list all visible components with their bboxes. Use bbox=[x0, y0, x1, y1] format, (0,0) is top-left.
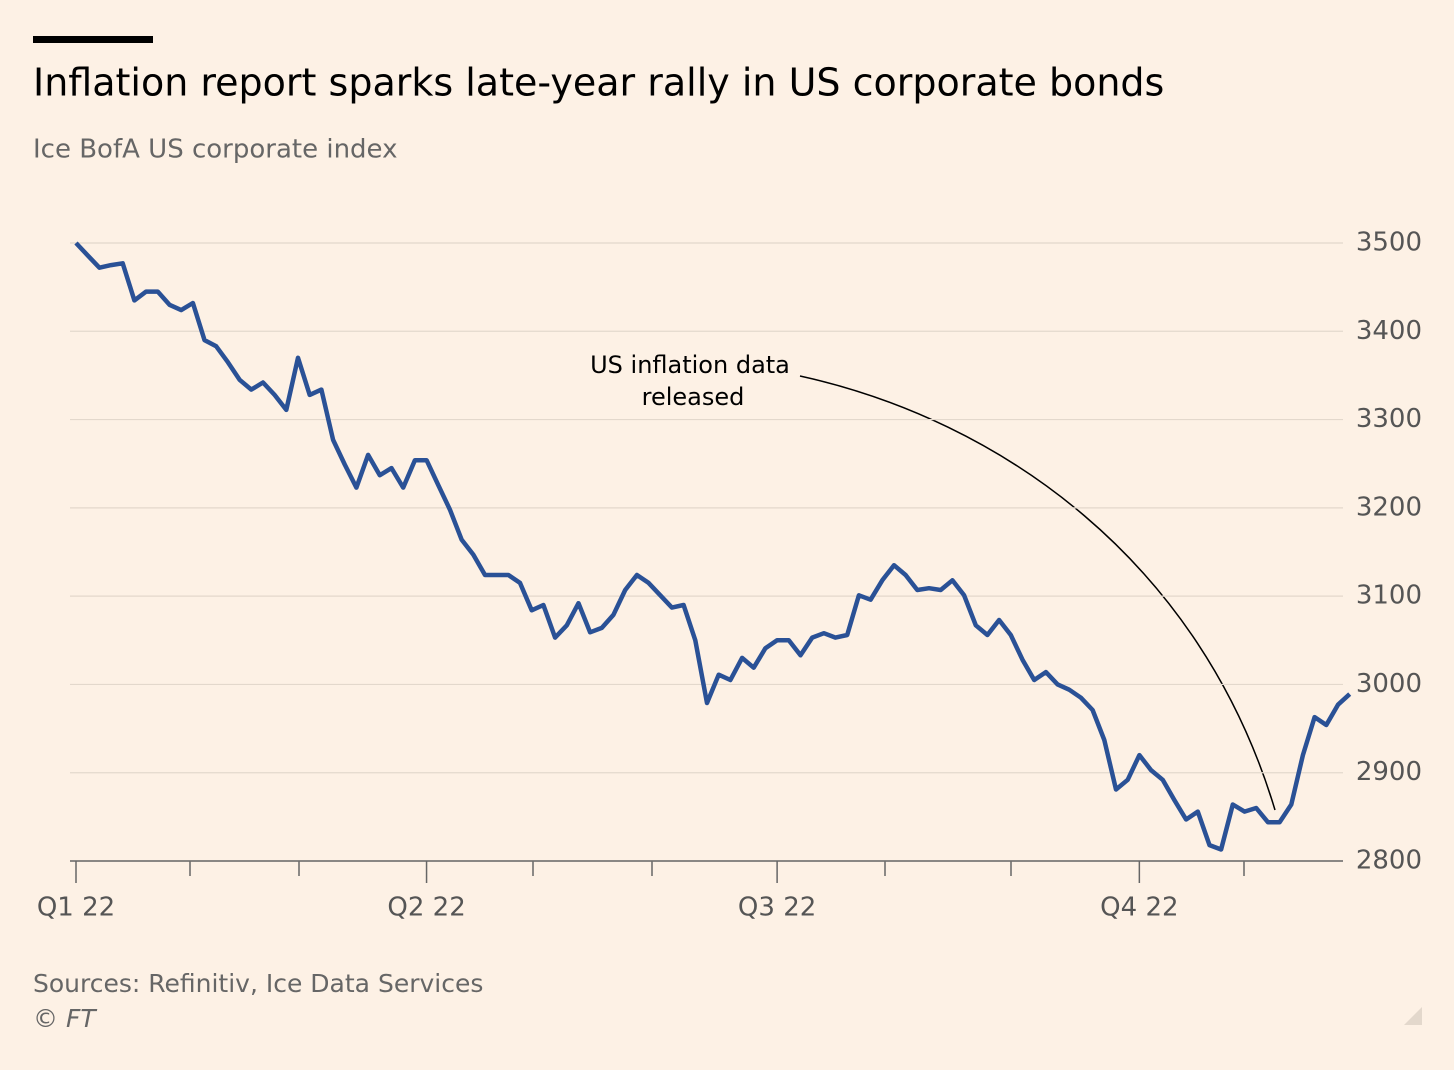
minor-ticks bbox=[189, 861, 1245, 876]
y-tick-label: 3400 bbox=[1356, 316, 1422, 346]
y-tick-label: 3500 bbox=[1356, 228, 1422, 258]
credit: © FT bbox=[33, 1004, 97, 1033]
y-tick-label: 2800 bbox=[1356, 846, 1422, 876]
y-tick-label: 3000 bbox=[1356, 669, 1422, 699]
x-tick-label: Q2 22 bbox=[387, 893, 465, 923]
y-tick-label: 2900 bbox=[1356, 757, 1422, 787]
chart-subtitle: Ice BofA US corporate index bbox=[33, 135, 397, 165]
x-tick-label: Q3 22 bbox=[738, 893, 816, 923]
source: Sources: Refinitiv, Ice Data Services bbox=[33, 969, 483, 998]
y-tick-label: 3200 bbox=[1356, 492, 1422, 522]
x-tick-label: Q4 22 bbox=[1100, 893, 1178, 923]
line-series bbox=[74, 241, 1352, 852]
title-bar bbox=[33, 36, 153, 43]
annotation: US inflation data bbox=[590, 351, 790, 379]
resize-handle bbox=[1404, 1007, 1422, 1025]
y-tick-label: 3300 bbox=[1356, 404, 1422, 434]
x-tick-label: Q1 22 bbox=[37, 893, 115, 923]
chart-title: Inflation report sparks late-year rally … bbox=[33, 61, 1164, 105]
annotation-connector bbox=[799, 375, 1276, 811]
annotation: released bbox=[642, 383, 745, 411]
y-tick-label: 3100 bbox=[1356, 581, 1422, 611]
